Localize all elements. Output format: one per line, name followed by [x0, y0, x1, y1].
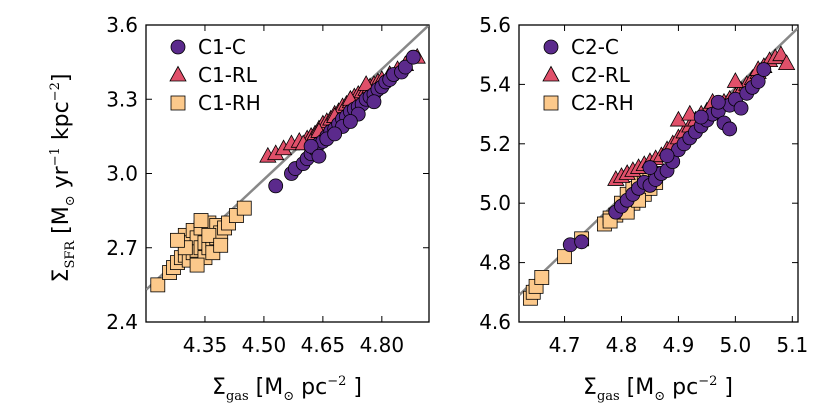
data-point-c1-c [311, 148, 327, 164]
data-point-c1-c [405, 49, 421, 65]
x-tick-label: 4.35 [183, 333, 228, 357]
x-tick-label: 4.65 [301, 333, 346, 357]
data-point-c1-rh [236, 200, 252, 216]
x-tick-label: 4.50 [242, 333, 287, 357]
data-point-c2-rh [534, 270, 550, 285]
x-axis-label-left: Σgas [M⊙ pc−2 ] [212, 374, 362, 404]
left-panel: 4.35 4.50 4.65 4.80 2.4 2.7 3.0 3.3 3.6 C1-C C1-R… [106, 13, 430, 357]
legend-marker-c2-rl [542, 65, 560, 82]
legend-label: C1-RH [198, 91, 261, 115]
data-point-c2-rh [557, 249, 572, 265]
data-point-c2-rl [726, 72, 745, 88]
data-point-c1-rh [193, 213, 209, 228]
legend-label: C2-RH [571, 91, 634, 115]
y-tick-label: 5.0 [479, 191, 511, 215]
data-point-c1-c [303, 138, 319, 154]
legend-marker-c2-rh [543, 95, 559, 111]
data-point-c2-rl [777, 54, 796, 71]
data-point-c2-c [642, 160, 658, 175]
data-point-c1-rh [150, 277, 166, 293]
x-tick-label: 4.80 [360, 333, 405, 357]
data-point-c2-c [750, 74, 766, 89]
x-tick-label: 5.0 [719, 333, 751, 357]
y-tick-label: 2.7 [106, 236, 138, 260]
y-tick-label: 3.6 [106, 13, 138, 37]
data-point-c1-rh [189, 257, 205, 273]
legend-marker-c2-c [543, 39, 559, 55]
y-tick-label: 3.0 [106, 162, 138, 186]
data-point-c2-c [693, 109, 709, 125]
data-point-c2-c [722, 121, 738, 137]
y-tick-label: 5.6 [479, 13, 511, 37]
y-tick-label: 5.2 [479, 132, 511, 156]
legend-label: C1-RL [198, 63, 258, 87]
data-point-c1-c [268, 178, 284, 194]
x-tick-label: 4.9 [663, 333, 695, 357]
x-tick-label: 5.1 [776, 333, 808, 357]
data-point-c2-rl [681, 104, 699, 121]
data-point-c2-c [710, 94, 726, 110]
legend-label: C1-C [198, 35, 246, 59]
data-point-c2-c [733, 100, 749, 116]
legend-label: C2-RL [571, 63, 631, 87]
y-tick-label: 4.6 [479, 310, 511, 334]
data-point-c1-c [327, 126, 343, 142]
right-panel: 4.7 4.8 4.9 5.0 5.1 4.6 4.8 5.0 5.2 5.4 5.6 C2-C C2… [479, 13, 808, 357]
legend-marker-c1-rh [170, 95, 186, 111]
data-point-c2-c [574, 234, 590, 250]
y-tick-label: 3.3 [106, 87, 138, 111]
x-axis-label-right: Σgas [M⊙ pc−2 ] [583, 374, 733, 404]
data-point-c2-rl [772, 45, 790, 62]
legend-marker-c1-c [170, 39, 186, 55]
legend-marker-c1-rl [169, 65, 187, 82]
data-point-c1-rh [170, 232, 185, 248]
data-point-c1-rl [357, 75, 375, 91]
data-point-c1-rh [213, 237, 229, 253]
legend-label: C2-C [571, 35, 619, 59]
data-point-c1-c [366, 94, 382, 110]
y-tick-label: 5.4 [479, 72, 511, 96]
data-point-c2-c [659, 148, 675, 164]
data-point-c1-c [342, 114, 358, 129]
data-point-c2-c [756, 62, 772, 77]
y-tick-label: 2.4 [106, 310, 138, 334]
x-tick-label: 4.8 [606, 333, 638, 357]
x-tick-label: 4.7 [549, 333, 581, 357]
data-point-c1-rh [201, 227, 217, 243]
y-axis-label: ΣSFR [M⊙ yr−1 kpc−2] [48, 74, 78, 283]
y-tick-label: 4.8 [479, 251, 511, 275]
data-point-c1-c [398, 59, 413, 75]
